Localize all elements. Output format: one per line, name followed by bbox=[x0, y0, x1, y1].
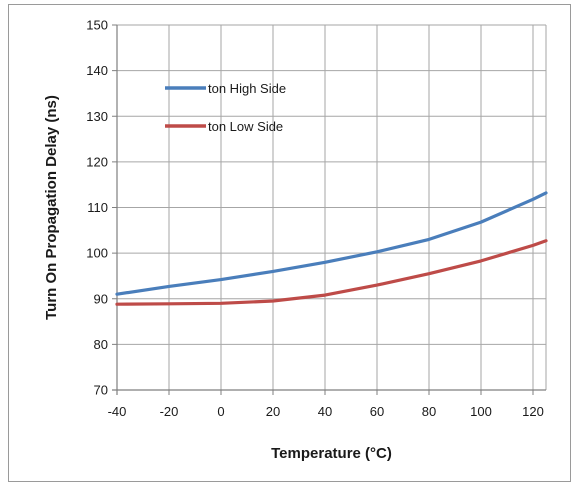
series-line-0 bbox=[115, 191, 548, 296]
series-lines bbox=[115, 191, 548, 306]
y-tick-label-0: 70 bbox=[94, 383, 108, 398]
legend: ton High Side ton Low Side bbox=[165, 81, 286, 134]
x-tick-label-0: -40 bbox=[108, 404, 127, 419]
x-tick-label-7: 100 bbox=[470, 404, 492, 419]
y-tick-label-4: 110 bbox=[87, 200, 108, 215]
x-tick-label-5: 60 bbox=[370, 404, 384, 419]
y-tick-label-2: 90 bbox=[94, 291, 108, 306]
y-tick-label-6: 130 bbox=[86, 109, 108, 124]
x-axis-label: Temperature (°C) bbox=[271, 445, 392, 462]
y-tick-labels: 70 80 90 100 110 120 130 140 150 bbox=[86, 18, 108, 398]
grid-lines bbox=[116, 24, 547, 391]
x-tick-label-3: 20 bbox=[266, 404, 280, 419]
x-tick-label-4: 40 bbox=[318, 404, 332, 419]
x-tick-label-2: 0 bbox=[217, 404, 224, 419]
x-tick-labels: -40 -20 0 20 40 60 80 100 120 bbox=[108, 404, 544, 419]
y-axis-label: Turn On Propagation Delay (ns) bbox=[43, 95, 60, 320]
x-tick-label-1: -20 bbox=[160, 404, 179, 419]
x-tick-label-6: 80 bbox=[422, 404, 436, 419]
y-tick-label-8: 150 bbox=[86, 18, 108, 33]
legend-label-1: ton Low Side bbox=[208, 119, 283, 134]
y-tick-label-3: 100 bbox=[86, 246, 108, 261]
x-tick-label-8: 120 bbox=[522, 404, 544, 419]
y-tick-label-1: 80 bbox=[94, 337, 108, 352]
legend-label-0: ton High Side bbox=[208, 81, 286, 96]
series-line-1 bbox=[115, 239, 548, 306]
axes bbox=[112, 24, 546, 395]
y-tick-label-7: 140 bbox=[86, 63, 108, 78]
y-tick-label-5: 120 bbox=[86, 154, 108, 169]
